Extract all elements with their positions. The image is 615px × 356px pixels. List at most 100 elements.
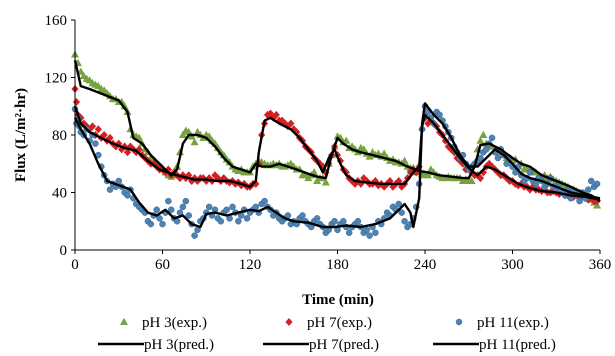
data-point bbox=[147, 220, 155, 228]
x-tick-label: 0 bbox=[71, 257, 79, 273]
legend-label: pH 3(exp.) bbox=[142, 315, 207, 331]
data-point bbox=[365, 152, 374, 160]
data-point bbox=[287, 119, 295, 128]
y-tick-label: 40 bbox=[52, 186, 67, 202]
data-point bbox=[88, 122, 97, 131]
data-point bbox=[243, 215, 251, 222]
data-point bbox=[398, 209, 405, 216]
data-point bbox=[372, 229, 379, 236]
data-point bbox=[401, 218, 408, 225]
legend-item-ph-7-exp: pH 7(exp.) bbox=[285, 315, 372, 331]
data-point bbox=[593, 180, 601, 188]
data-point bbox=[191, 232, 198, 239]
data-point bbox=[261, 197, 268, 205]
data-point bbox=[313, 215, 321, 222]
data-point bbox=[165, 197, 172, 205]
data-point bbox=[476, 174, 485, 183]
data-point bbox=[223, 206, 230, 213]
data-point bbox=[380, 149, 389, 157]
legend-item-ph-11-pred: pH 11(pred.) bbox=[433, 337, 556, 353]
data-point bbox=[340, 218, 347, 225]
data-point bbox=[479, 130, 488, 138]
legend-label: pH 7(exp.) bbox=[307, 315, 372, 331]
plot-area bbox=[71, 50, 602, 239]
data-point bbox=[184, 127, 193, 136]
series-ph-11-pred bbox=[73, 102, 601, 229]
data-point bbox=[72, 97, 81, 106]
data-point bbox=[217, 218, 225, 225]
data-point bbox=[395, 200, 402, 208]
data-point bbox=[252, 179, 260, 188]
data-point bbox=[423, 171, 432, 179]
data-point bbox=[576, 197, 583, 205]
legend-label: pH 11(exp.) bbox=[477, 315, 549, 331]
legend-marker bbox=[455, 318, 463, 326]
data-point bbox=[115, 177, 122, 185]
data-point bbox=[92, 140, 99, 147]
legend-label: pH 11(pred.) bbox=[479, 337, 556, 353]
data-point bbox=[225, 158, 234, 166]
data-point bbox=[235, 218, 242, 225]
data-point bbox=[467, 176, 476, 184]
data-point bbox=[299, 212, 306, 219]
data-point bbox=[178, 130, 187, 138]
legend-item-ph-3-exp: pH 3(exp.) bbox=[120, 315, 207, 331]
data-point bbox=[284, 122, 292, 131]
y-tick-label: 120 bbox=[45, 71, 68, 87]
data-point bbox=[342, 136, 351, 144]
data-point bbox=[494, 154, 502, 162]
data-point bbox=[406, 168, 415, 177]
series-line bbox=[73, 102, 601, 229]
x-tick-label: 180 bbox=[326, 257, 349, 273]
data-point bbox=[106, 186, 114, 193]
data-point bbox=[512, 169, 519, 176]
legend: pH 3(exp.) pH 7(exp.) pH 11(exp.) pH 3(pred… bbox=[98, 315, 556, 353]
data-point bbox=[345, 229, 353, 236]
y-axis-title: Flux (L/m²·hr) bbox=[13, 88, 29, 182]
data-point bbox=[532, 180, 540, 188]
legend-item-ph-11-exp: pH 11(exp.) bbox=[455, 315, 549, 331]
data-point bbox=[94, 125, 102, 134]
series-ph-7-pred bbox=[73, 105, 601, 201]
data-point bbox=[479, 168, 487, 177]
y-tick-label: 80 bbox=[52, 128, 67, 144]
legend-marker bbox=[285, 318, 293, 326]
x-tick-label: 60 bbox=[155, 257, 170, 273]
data-point bbox=[321, 178, 330, 186]
data-point bbox=[115, 139, 123, 148]
data-point bbox=[310, 168, 319, 176]
data-point bbox=[424, 119, 432, 128]
data-point bbox=[483, 146, 490, 153]
data-point bbox=[80, 119, 88, 128]
data-point bbox=[476, 136, 485, 144]
data-point bbox=[585, 186, 592, 193]
data-point bbox=[179, 203, 187, 211]
data-point bbox=[106, 133, 114, 142]
data-point bbox=[190, 137, 199, 146]
legend-label: pH 7(pred.) bbox=[309, 337, 379, 353]
data-point bbox=[156, 215, 163, 222]
data-point bbox=[266, 109, 275, 118]
data-point bbox=[503, 160, 510, 167]
data-point bbox=[124, 192, 131, 199]
data-point bbox=[354, 218, 362, 225]
data-point bbox=[526, 169, 534, 176]
data-point bbox=[185, 212, 192, 219]
tick-labels: 0 40 80 120 160 0 60 120 180 240 300 360 bbox=[45, 13, 612, 273]
legend-marker bbox=[120, 317, 128, 325]
legend-label: pH 3(pred.) bbox=[144, 337, 214, 353]
data-point bbox=[159, 220, 166, 228]
x-axis-title: Time (min) bbox=[302, 292, 374, 308]
data-point bbox=[588, 177, 595, 185]
data-point bbox=[400, 156, 409, 164]
data-point bbox=[182, 197, 190, 205]
data-point bbox=[488, 134, 496, 142]
data-point bbox=[436, 111, 443, 119]
legend-item-ph-7-pred: pH 7(pred.) bbox=[263, 337, 379, 353]
axes bbox=[71, 19, 601, 254]
y-tick-label: 0 bbox=[60, 243, 68, 259]
data-point bbox=[366, 232, 373, 239]
data-point bbox=[229, 203, 236, 211]
data-point bbox=[100, 131, 108, 139]
